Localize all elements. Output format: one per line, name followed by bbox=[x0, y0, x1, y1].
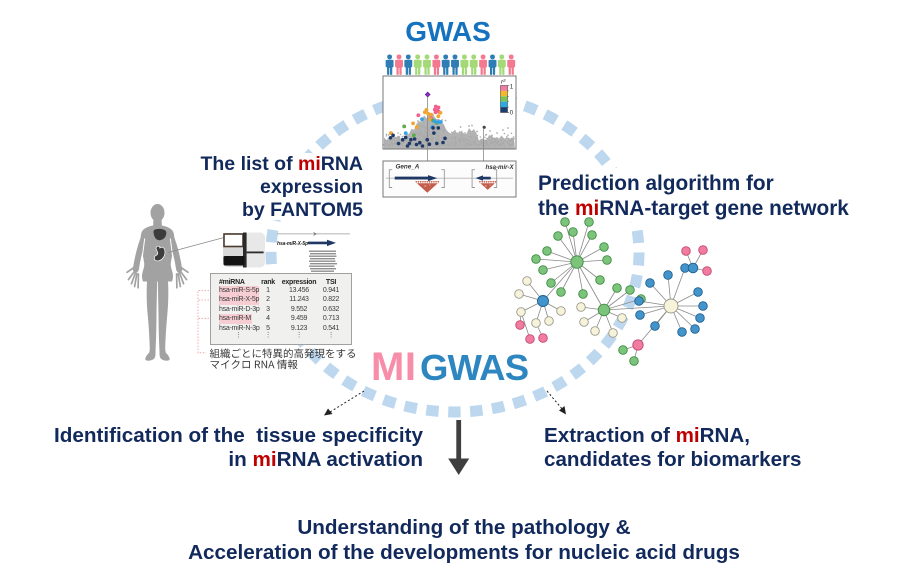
svg-text:0: 0 bbox=[510, 111, 514, 117]
svg-text:r²: r² bbox=[501, 79, 506, 86]
svg-text:1: 1 bbox=[510, 85, 514, 91]
svg-text:Gene_A: Gene_A bbox=[396, 164, 420, 171]
svg-text:hsa-mir-X: hsa-mir-X bbox=[486, 164, 515, 171]
svg-text:hsa-miR-X-5p: hsa-miR-X-5p bbox=[277, 241, 308, 247]
